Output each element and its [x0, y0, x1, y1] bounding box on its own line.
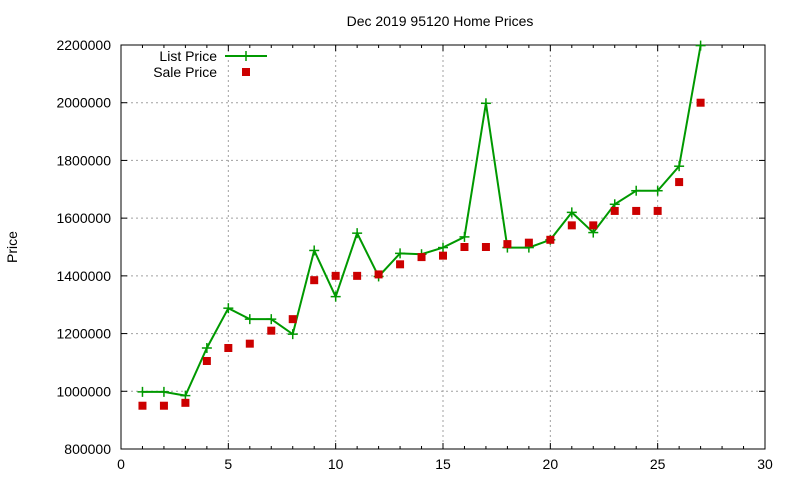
sale-price-point: [610, 206, 619, 215]
list-price-series: [137, 40, 706, 401]
sale-price-point: [503, 240, 512, 249]
y-tick-label: 1000000: [56, 383, 111, 399]
sale-price-point: [696, 98, 705, 107]
sale-price-point: [224, 344, 233, 352]
x-tick-label: 30: [757, 456, 773, 472]
x-tick-label: 5: [224, 456, 232, 472]
sale-price-point: [374, 270, 383, 279]
sale-price-point: [481, 243, 490, 251]
sale-price-series: [138, 98, 705, 410]
y-tick-label: 1800000: [56, 152, 111, 168]
y-tick-label: 800000: [64, 441, 111, 457]
sale-price-point: [245, 339, 254, 348]
sale-price-point: [460, 243, 469, 251]
y-tick-label: 1200000: [56, 326, 111, 342]
x-tick-label: 20: [543, 456, 559, 472]
y-tick-label: 1400000: [56, 268, 111, 284]
sale-price-point: [653, 206, 662, 215]
y-tick-label: 2000000: [56, 95, 111, 111]
sale-price-point: [159, 401, 168, 410]
x-tick-label: 15: [435, 456, 451, 472]
sale-price-point: [353, 271, 362, 280]
y-tick-label: 2200000: [56, 37, 111, 53]
sale-price-point: [331, 271, 340, 280]
chart-title: Dec 2019 95120 Home Prices: [347, 13, 534, 29]
series-layer: [137, 40, 706, 410]
sale-price-point: [202, 356, 211, 365]
x-tick-label: 0: [117, 456, 125, 472]
axis-ticks: 0 5 10 15 20 25 30 800000 1000000 1200000 1400000 1…: [56, 37, 773, 472]
sale-price-point: [546, 235, 555, 244]
sale-price-point: [138, 401, 147, 410]
list-price-line: [142, 45, 702, 397]
x-tick-label: 10: [328, 456, 344, 472]
sale-price-point: [524, 238, 533, 247]
sale-price-point: [589, 221, 598, 230]
sale-price-point: [396, 260, 405, 269]
legend-label: Sale Price: [153, 64, 217, 80]
grid: [121, 45, 765, 449]
sale-price-point: [567, 221, 576, 230]
sale-price-point: [181, 398, 190, 407]
legend-label: List Price: [159, 48, 217, 64]
sale-price-point: [417, 253, 426, 262]
sale-price-point: [310, 276, 319, 285]
sale-price-point: [267, 326, 276, 335]
sale-price-point: [288, 315, 297, 324]
sale-price-point: [439, 251, 447, 260]
y-axis-label: Price: [4, 231, 20, 263]
sale-price-point: [632, 206, 641, 215]
y-tick-label: 1600000: [56, 210, 111, 226]
x-tick-label: 25: [650, 456, 666, 472]
sale-price-point: [675, 178, 684, 187]
legend-square-swatch: [242, 68, 250, 76]
